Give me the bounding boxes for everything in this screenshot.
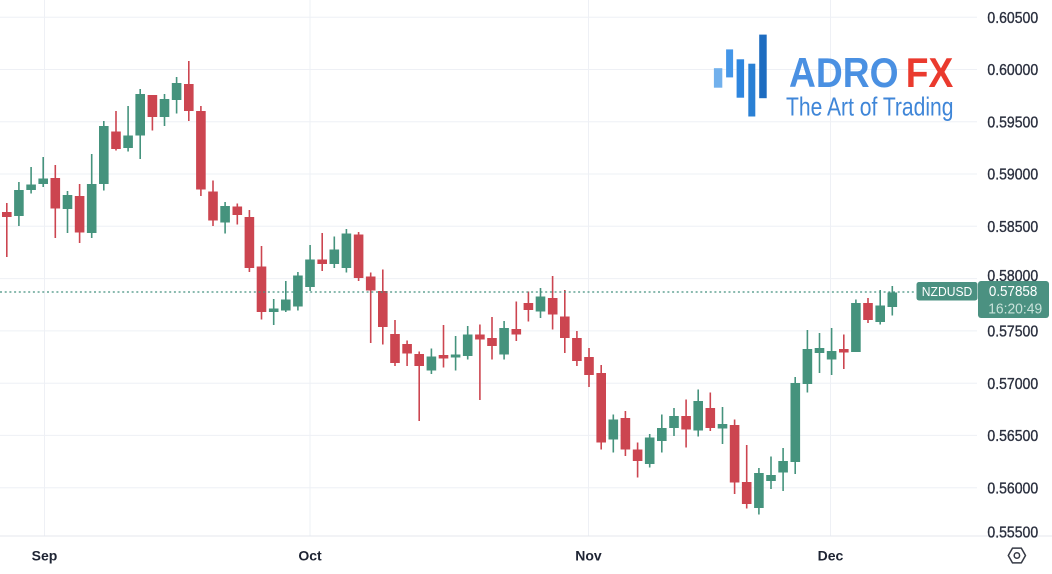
svg-text:0.56000: 0.56000 (987, 480, 1038, 497)
svg-text:0.57000: 0.57000 (987, 376, 1038, 393)
svg-text:0.55500: 0.55500 (987, 525, 1038, 542)
svg-text:Nov: Nov (575, 547, 602, 563)
svg-text:Sep: Sep (32, 547, 58, 563)
svg-text:0.59000: 0.59000 (987, 167, 1038, 184)
svg-text:0.56500: 0.56500 (987, 428, 1038, 445)
svg-text:0.58000: 0.58000 (987, 268, 1038, 285)
svg-text:Oct: Oct (298, 547, 322, 563)
svg-text:0.59500: 0.59500 (987, 114, 1038, 131)
svg-text:The Art of Trading: The Art of Trading (786, 91, 954, 121)
svg-text:0.57858: 0.57858 (989, 283, 1037, 300)
svg-text:0.57500: 0.57500 (987, 324, 1038, 341)
svg-text:NZDUSD: NZDUSD (922, 285, 973, 299)
svg-text:16:20:49: 16:20:49 (988, 302, 1042, 318)
svg-text:FX: FX (906, 49, 954, 96)
svg-text:Dec: Dec (818, 547, 844, 563)
svg-text:0.58500: 0.58500 (987, 219, 1038, 236)
svg-text:ADRO: ADRO (789, 49, 899, 96)
svg-text:0.60500: 0.60500 (987, 10, 1038, 27)
svg-text:0.60000: 0.60000 (987, 62, 1038, 79)
